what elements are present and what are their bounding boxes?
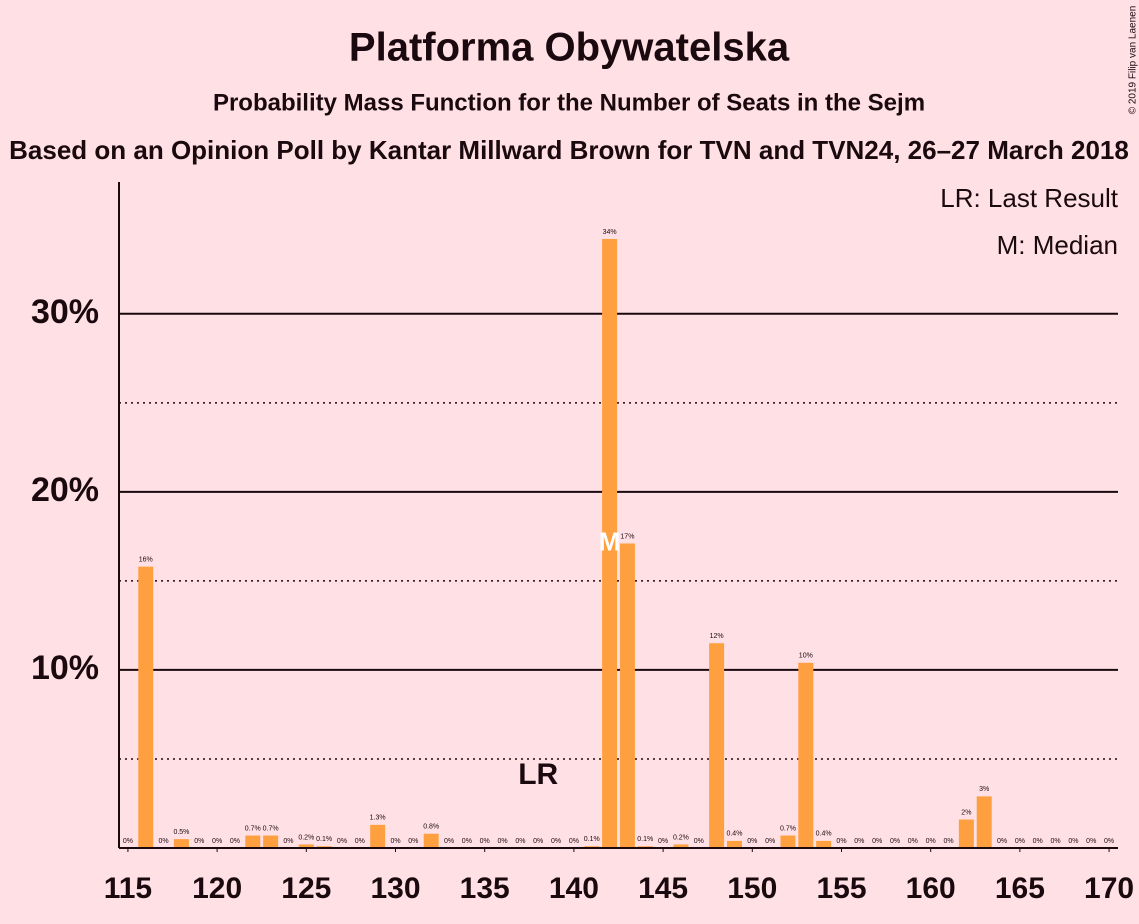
data-label: 0.5% — [173, 829, 189, 836]
x-tick-label: 170 — [1084, 872, 1134, 905]
bar — [798, 662, 814, 848]
bar — [423, 833, 439, 848]
data-label: 0% — [515, 838, 525, 845]
bar — [298, 844, 314, 848]
data-label: 0% — [694, 838, 704, 845]
bar — [976, 796, 992, 848]
y-tick-label: 10% — [31, 649, 99, 687]
bar — [619, 543, 635, 848]
data-label: 0% — [1104, 838, 1114, 845]
bar — [780, 835, 796, 848]
data-label: 0.1% — [316, 836, 332, 843]
bar — [958, 819, 974, 848]
data-label: 0% — [212, 838, 222, 845]
bar — [726, 840, 742, 848]
data-label: 0.1% — [584, 836, 600, 843]
data-label: 0% — [123, 838, 133, 845]
data-label: 0% — [337, 838, 347, 845]
data-label: 0% — [872, 838, 882, 845]
x-tick-label: 150 — [727, 872, 777, 905]
data-label: 0% — [747, 838, 757, 845]
y-tick-label: 30% — [31, 293, 99, 331]
x-tick-label: 125 — [281, 872, 331, 905]
copyright: © 2019 Filip van Laenen — [1128, 6, 1139, 115]
x-tick-label: 165 — [995, 872, 1045, 905]
data-label: 0% — [497, 838, 507, 845]
data-label: 0% — [854, 838, 864, 845]
data-label: 0% — [765, 838, 775, 845]
bar — [245, 835, 261, 848]
data-label: 0.7% — [245, 825, 261, 832]
data-label: 0% — [1015, 838, 1025, 845]
data-label: 0% — [444, 838, 454, 845]
data-label: 0% — [230, 838, 240, 845]
data-label: 0.8% — [423, 824, 439, 831]
data-label: 16% — [139, 556, 153, 563]
data-label: 0% — [159, 838, 169, 845]
median-marker: M — [599, 526, 621, 556]
data-label: 0.2% — [298, 834, 314, 841]
data-label: 1.3% — [370, 815, 386, 822]
data-label: 0% — [462, 838, 472, 845]
bar — [602, 238, 618, 849]
data-label: 10% — [799, 653, 813, 660]
data-label: 0% — [283, 838, 293, 845]
data-label: 0.4% — [816, 831, 832, 838]
x-tick-label: 115 — [104, 872, 152, 905]
data-label: 17% — [620, 533, 634, 540]
data-label: 0% — [926, 838, 936, 845]
legend-entry: LR: Last Result — [940, 183, 1119, 213]
bar — [673, 844, 689, 848]
x-tick-label: 140 — [549, 872, 599, 905]
data-label: 0.7% — [780, 825, 796, 832]
chart-title: Platforma Obywatelska — [349, 26, 790, 70]
legend-entry: M: Median — [997, 230, 1118, 260]
data-label: 0% — [390, 838, 400, 845]
data-label: 0% — [658, 838, 668, 845]
x-tick-label: 130 — [370, 872, 420, 905]
source-line: Based on an Opinion Poll by Kantar Millw… — [9, 135, 1129, 165]
data-label: 2% — [961, 809, 971, 816]
data-label: 0% — [890, 838, 900, 845]
data-label: 0% — [408, 838, 418, 845]
data-label: 0.2% — [673, 834, 689, 841]
bar — [816, 840, 832, 848]
bar — [138, 566, 154, 848]
data-label: 0% — [551, 838, 561, 845]
data-label: 0% — [943, 838, 953, 845]
bar — [709, 643, 725, 848]
data-label: 0% — [569, 838, 579, 845]
bar — [263, 835, 279, 848]
bar — [370, 824, 386, 848]
data-label: 0% — [1033, 838, 1043, 845]
y-tick-label: 20% — [31, 471, 99, 509]
x-tick-label: 135 — [460, 872, 510, 905]
data-label: 0% — [355, 838, 365, 845]
data-label: 0.1% — [637, 836, 653, 843]
data-label: 0% — [908, 838, 918, 845]
data-label: 0% — [194, 838, 204, 845]
data-label: 34% — [603, 229, 617, 236]
data-label: 3% — [979, 786, 989, 793]
data-label: 12% — [710, 633, 724, 640]
x-tick-label: 155 — [816, 872, 866, 905]
data-label: 0% — [836, 838, 846, 845]
x-tick-label: 145 — [638, 872, 688, 905]
x-tick-label: 160 — [906, 872, 956, 905]
data-label: 0% — [1051, 838, 1061, 845]
data-label: 0% — [1086, 838, 1096, 845]
bar — [173, 839, 189, 848]
data-label: 0% — [997, 838, 1007, 845]
data-label: 0% — [1068, 838, 1078, 845]
data-label: 0.4% — [726, 831, 742, 838]
chart-subtitle: Probability Mass Function for the Number… — [213, 89, 925, 116]
data-label: 0% — [533, 838, 543, 845]
last-result-label: LR — [518, 758, 558, 791]
x-tick-label: 120 — [192, 872, 242, 905]
data-label: 0% — [480, 838, 490, 845]
data-label: 0.7% — [263, 825, 279, 832]
